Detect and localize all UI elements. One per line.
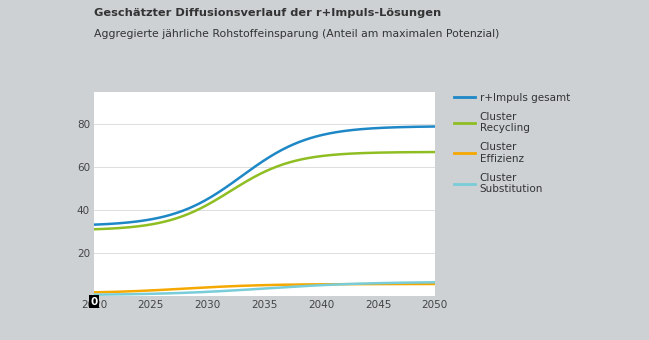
Legend: r+Impuls gesamt, Cluster
Recycling, Cluster
Effizienz, Cluster
Substitution: r+Impuls gesamt, Cluster Recycling, Clus… (454, 93, 570, 194)
Text: 0: 0 (90, 297, 98, 307)
Text: Aggregierte jährliche Rohstoffeinsparung (Anteil am maximalen Potenzial): Aggregierte jährliche Rohstoffeinsparung… (94, 29, 500, 39)
Text: Geschätzter Diffusionsverlauf der r+Impuls-Lösungen: Geschätzter Diffusionsverlauf der r+Impu… (94, 8, 441, 18)
